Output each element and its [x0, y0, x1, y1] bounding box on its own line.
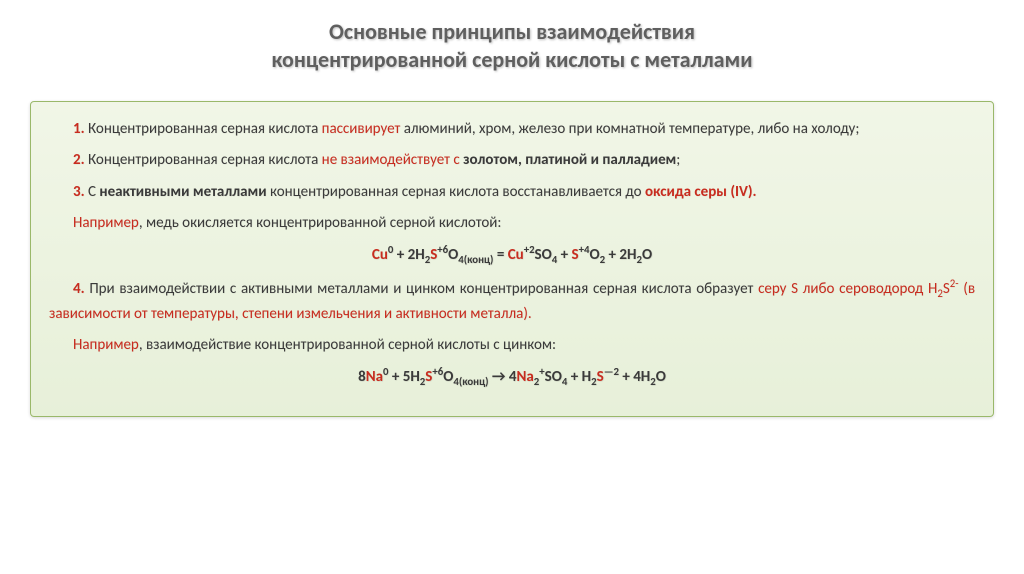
eq1-t5: = — [493, 246, 507, 264]
p4-h2s-sup: 2- — [950, 277, 959, 290]
p3-text-b: концентрированная серная кислота восстан… — [267, 183, 645, 201]
point-4: 4. При взаимодействии с активными металл… — [49, 276, 975, 326]
eq2-na: Na — [366, 368, 383, 386]
title-block: Основные принципы взаимодействия концент… — [30, 18, 994, 73]
eq1-s9: +4 — [579, 243, 590, 256]
eq2-t2: + 5H — [388, 368, 419, 386]
p1-number: 1. — [73, 120, 85, 138]
eq2-s2e: S — [597, 368, 604, 386]
slide-container: Основные принципы взаимодействия концент… — [0, 0, 1024, 574]
content-box: 1. Концентрированная серная кислота пасс… — [30, 101, 994, 417]
point-2: 2. Концентрированная серная кислота не в… — [49, 149, 975, 172]
p2-number: 2. — [73, 151, 85, 169]
eq2-t8: + H — [567, 368, 591, 386]
eq2-t1a: 8 — [358, 368, 366, 386]
equation-2: 8Na0 + 5H2S+6O4(конц) → 4Na2+SO4 + H2S—2… — [49, 365, 975, 388]
eq2-t10: + 4H — [619, 368, 650, 386]
p4-text-a: При взаимодействии с активными металлами… — [85, 280, 758, 298]
p2-highlight: не взаимодействует с — [322, 151, 460, 169]
p4-highlight-a: серу S либо сероводород H — [758, 280, 937, 298]
p3-example-label: Например — [73, 214, 139, 232]
p1-text-a: Концентрированная серная кислота — [85, 120, 322, 138]
eq1-cu: Cu — [372, 246, 388, 264]
p4-number: 4. — [73, 280, 85, 298]
eq2-na2: Na — [517, 368, 534, 386]
eq1-t8: + — [557, 246, 571, 264]
p2-text-b: золотом, платиной и палладием — [460, 151, 677, 169]
eq1-t7: SO — [535, 246, 552, 264]
eq1-t12: O — [642, 246, 652, 264]
eq1-t11: + 2H — [605, 246, 636, 264]
eq2-t6a: 4 — [509, 368, 517, 386]
eq1-t2: + 2H — [393, 246, 424, 264]
eq1-s4: 4(конц) — [458, 253, 493, 266]
eq2-t4: O — [443, 368, 453, 386]
p3-example-text: , медь окисляется концентрированной серн… — [139, 214, 502, 232]
eq2-s3: +6 — [432, 365, 443, 378]
title-line-2: концентрированной серной кислоты с метал… — [30, 46, 994, 74]
title-line-1: Основные принципы взаимодействия — [30, 18, 994, 46]
p1-highlight: пассивирует — [322, 120, 401, 138]
point-3-example: Например, медь окисляется концентрирован… — [49, 212, 975, 235]
point-3: 3. С неактивными металлами концентрирова… — [49, 181, 975, 204]
p4-example-text: , взаимодействие концентрированной серно… — [139, 336, 556, 354]
p4-s-letter: S — [943, 280, 950, 298]
point-1: 1. Концентрированная серная кислота пасс… — [49, 118, 975, 141]
eq2-t7: SO — [545, 368, 562, 386]
eq1-t4: O — [448, 246, 458, 264]
point-4-example: Например, взаимодействие концентрированн… — [49, 334, 975, 357]
eq1-cu2: Cu — [508, 246, 524, 264]
eq1-t10: O — [589, 246, 599, 264]
p4-example-label: Например — [73, 336, 139, 354]
equation-1: Cu0 + 2H2S+6O4(конц) = Cu+2SO4 + S+4O2 +… — [49, 243, 975, 266]
p3-text-a: С — [85, 183, 100, 201]
eq2-t11: O — [656, 368, 666, 386]
p1-text-b: алюминий, хром, железо при комнатной тем… — [400, 120, 859, 138]
eq1-s2e: S — [572, 246, 579, 264]
p2-text-a: Концентрированная серная кислота — [85, 151, 322, 169]
eq2-t5: → — [489, 368, 509, 386]
p3-bold-1: неактивными металлами — [99, 183, 266, 201]
eq2-s9: —2 — [604, 365, 619, 378]
eq2-s4: 4(конц) — [453, 375, 488, 388]
p3-highlight: оксида серы (IV). — [645, 183, 757, 201]
p3-number: 3. — [73, 183, 85, 201]
eq1-s3: +6 — [437, 243, 448, 256]
p2-text-c: ; — [676, 151, 680, 169]
eq1-s6: +2 — [524, 243, 535, 256]
